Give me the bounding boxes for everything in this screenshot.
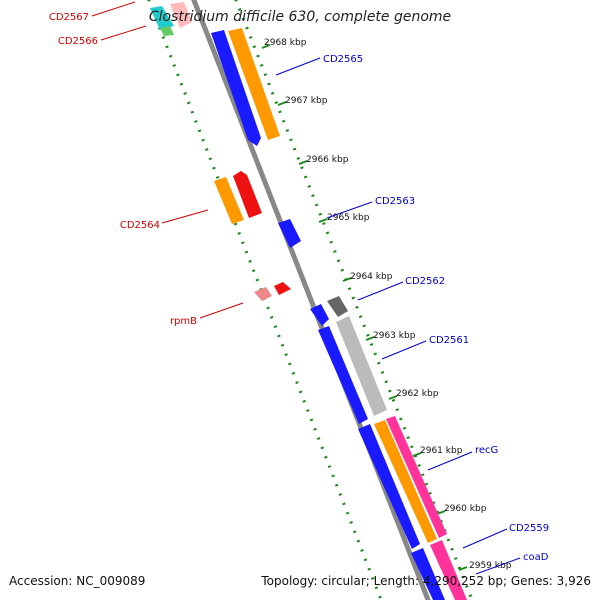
tick-mark bbox=[261, 44, 271, 49]
leader-coad bbox=[475, 557, 521, 575]
tick-mark bbox=[388, 395, 398, 400]
tick-mark bbox=[365, 336, 375, 341]
tick-label: 2960 kbp bbox=[444, 504, 487, 514]
gene-cd2563-blue[interactable] bbox=[278, 219, 301, 248]
gene-cd2562-blue[interactable] bbox=[310, 304, 329, 326]
gene-label-cd2559[interactable]: CD2559 bbox=[509, 523, 549, 534]
gene-label-cd2562[interactable]: CD2562 bbox=[405, 276, 445, 287]
gene-cd2565-orange[interactable] bbox=[228, 28, 280, 140]
tick-mark bbox=[318, 218, 328, 223]
genome-summary-text: Topology: circular; Length: 4,290,252 bp… bbox=[261, 574, 591, 588]
gene-label-cd2564[interactable]: CD2564 bbox=[120, 220, 160, 231]
gene-rpmb-red[interactable] bbox=[274, 282, 291, 295]
gene-cd2561-blue[interactable] bbox=[318, 326, 368, 424]
genome-backbone bbox=[191, 0, 431, 600]
tick-label: 2965 kbp bbox=[327, 213, 370, 223]
gene-cd2565-blue[interactable] bbox=[211, 30, 261, 146]
tick-label: 2959 kbp bbox=[469, 561, 512, 571]
tick-mark bbox=[436, 510, 446, 515]
gene-cd2562-gray[interactable] bbox=[327, 296, 348, 317]
leader-cd2562 bbox=[357, 281, 404, 301]
leader-cd2564 bbox=[161, 209, 209, 224]
gene-rpmb-pink[interactable] bbox=[254, 287, 272, 301]
tick-label: 2967 kbp bbox=[285, 96, 328, 106]
gene-cd2561-silver[interactable] bbox=[336, 316, 387, 416]
gene-label-cd2563[interactable]: CD2563 bbox=[375, 196, 415, 207]
tick-label: 2961 kbp bbox=[420, 446, 463, 456]
gene-label-cd2567[interactable]: CD2567 bbox=[49, 12, 89, 23]
leader-cd2566 bbox=[100, 25, 147, 41]
leader-cd2563 bbox=[326, 201, 373, 219]
tick-label: 2966 kbp bbox=[306, 155, 349, 165]
gene-label-recg[interactable]: recG bbox=[475, 445, 498, 456]
leader-rpmb bbox=[199, 302, 244, 319]
gene-label-cd2565[interactable]: CD2565 bbox=[323, 54, 363, 65]
tick-label: 2968 kbp bbox=[264, 38, 307, 48]
gene-cd2564-orange[interactable] bbox=[214, 177, 244, 224]
gene-cd2566-green[interactable] bbox=[160, 26, 174, 36]
tick-mark bbox=[298, 160, 308, 165]
leader-cd2565 bbox=[275, 57, 321, 76]
tick-mark bbox=[277, 101, 287, 106]
gene-label-rpmb[interactable]: rpmB bbox=[170, 316, 197, 327]
gene-cd2559-blue[interactable] bbox=[411, 548, 445, 600]
gene-cd2567-pink[interactable] bbox=[170, 2, 192, 28]
leader-cd2559 bbox=[462, 528, 508, 549]
gene-recg-pink[interactable] bbox=[386, 416, 447, 538]
gene-recg-blue[interactable] bbox=[358, 424, 420, 549]
outer-dotted-track-right bbox=[234, 0, 474, 600]
tick-label: 2963 kbp bbox=[373, 331, 416, 341]
gene-label-cd2566[interactable]: CD2566 bbox=[58, 36, 98, 47]
gene-recg-orange[interactable] bbox=[374, 420, 437, 543]
gene-cd2567-cyan[interactable] bbox=[150, 6, 174, 30]
leader-cd2567 bbox=[91, 1, 136, 17]
tick-mark bbox=[458, 566, 468, 571]
accession-text: Accession: NC_009089 bbox=[9, 574, 146, 588]
gene-cd2564-red[interactable] bbox=[233, 171, 262, 218]
tick-mark bbox=[342, 277, 352, 282]
leader-cd2561 bbox=[381, 340, 427, 360]
tick-marks bbox=[261, 44, 468, 571]
tick-mark bbox=[412, 452, 422, 457]
gene-cd2559-pink[interactable] bbox=[430, 540, 467, 600]
outer-dotted-track-left bbox=[147, 0, 383, 600]
gene-label-cd2561[interactable]: CD2561 bbox=[429, 335, 469, 346]
map-title-overlay: Clostridium difficile 630, complete geno… bbox=[148, 9, 452, 25]
gene-label-coad[interactable]: coaD bbox=[523, 552, 549, 563]
tick-label: 2962 kbp bbox=[396, 389, 439, 399]
leader-recg bbox=[427, 451, 473, 471]
leader-lines bbox=[91, 1, 521, 575]
tick-label: 2964 kbp bbox=[350, 272, 393, 282]
